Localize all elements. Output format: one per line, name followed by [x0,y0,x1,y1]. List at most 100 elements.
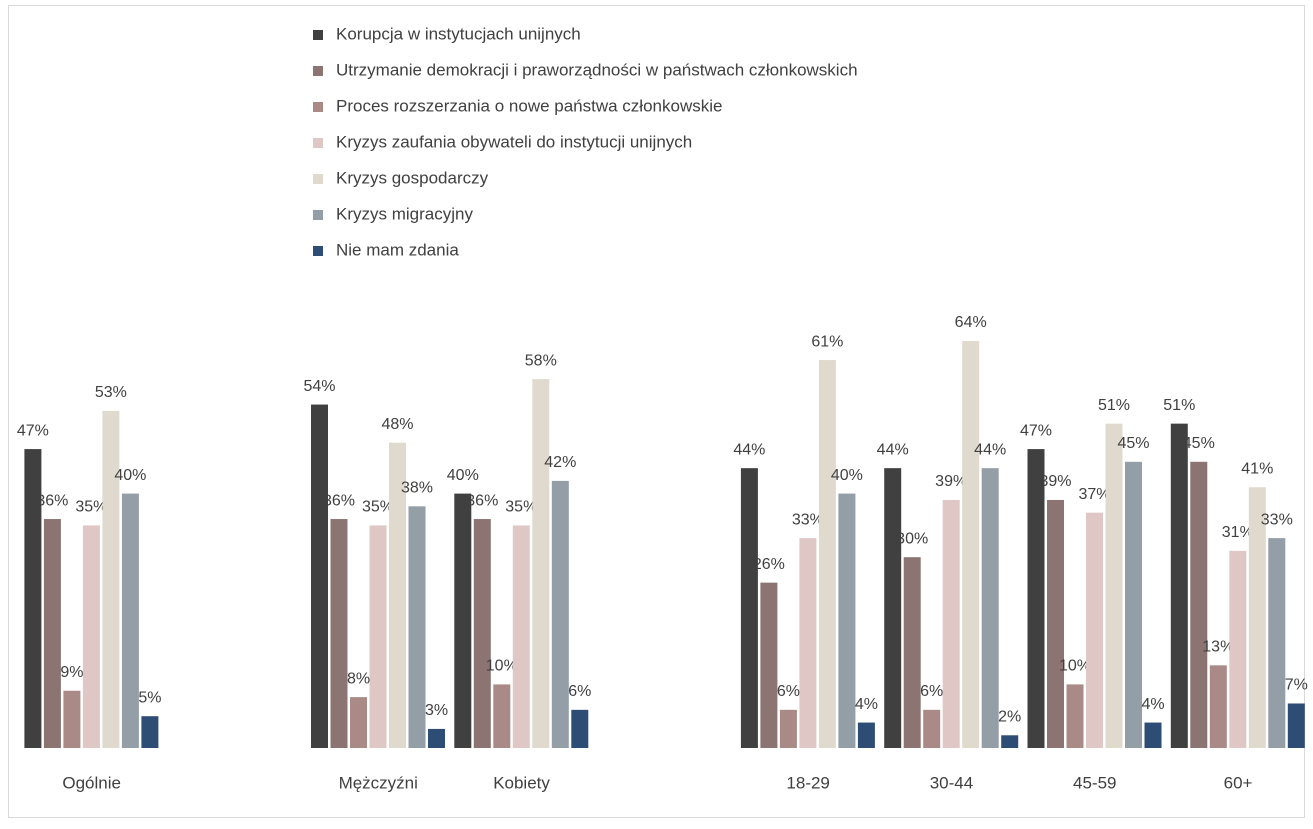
data-label: 5% [138,689,161,706]
bar [389,442,406,748]
bar [454,493,472,748]
data-label: 8% [347,670,370,687]
x-tick-label: Kobiety [493,773,550,792]
bar [1190,461,1208,748]
data-label: 47% [1020,422,1052,439]
data-label: 30% [896,530,928,547]
bar [799,538,817,748]
bar [962,340,980,748]
bar [141,716,159,748]
data-label: 40% [447,467,479,484]
data-label: 4% [855,696,878,713]
bar [311,404,328,748]
data-label: 45% [1183,435,1215,452]
legend-label: Utrzymanie demokracji i praworządności w… [336,60,858,79]
bar [571,709,589,748]
bar [1027,449,1045,748]
legend-swatch [313,66,323,76]
data-label: 54% [303,378,335,395]
legend-swatch [313,174,323,184]
bar [981,468,999,748]
legend-swatch [313,138,323,148]
bar [43,519,61,748]
bar [532,379,550,748]
bar [923,709,941,748]
bar [1001,735,1019,748]
x-tick-label: 18-29 [786,773,829,792]
data-label: 33% [792,511,824,528]
bar [942,499,960,748]
data-label: 3% [425,702,448,719]
data-label: 53% [95,384,127,401]
data-label: 13% [1202,639,1234,656]
bar [1086,512,1103,748]
data-label: 40% [831,467,863,484]
bar [473,519,491,748]
data-label: 26% [753,556,785,573]
data-label: 44% [974,441,1006,458]
bar [884,468,902,748]
data-label: 10% [1059,658,1091,675]
data-label: 41% [1241,460,1273,477]
bar [512,525,530,748]
bar [1229,550,1247,748]
bar [350,697,367,748]
legend-label: Kryzys gospodarczy [336,168,489,187]
data-label: 6% [568,683,591,700]
bar [1209,665,1227,748]
data-label: 40% [114,467,146,484]
data-label: 64% [955,314,987,331]
data-label: 10% [486,658,518,675]
data-label: 51% [1098,397,1130,414]
data-label: 39% [935,473,967,490]
data-label: 48% [381,416,413,433]
data-label: 51% [1163,397,1195,414]
bar [428,728,445,748]
data-label: 6% [777,683,800,700]
data-label: 9% [60,664,83,681]
bar [63,690,81,748]
bar [493,684,511,748]
bar [408,506,426,748]
bar [369,525,387,748]
bar [779,709,797,748]
bar [903,557,921,748]
legend-swatch [313,30,323,40]
data-label: 36% [466,492,498,509]
data-label: 44% [877,441,909,458]
data-label: 47% [17,422,49,439]
data-label: 4% [1141,696,1164,713]
legend-swatch [313,246,323,256]
bar [1105,423,1123,748]
x-tick-label: Mężczyźni [339,773,418,792]
bar [24,449,42,748]
x-tick-label: 30-44 [930,773,973,792]
data-label: 6% [920,683,943,700]
data-label: 36% [36,492,68,509]
bar [838,493,856,748]
bar [1170,423,1188,748]
legend-label: Nie mam zdania [336,240,459,259]
x-tick-label: Ogólnie [62,773,121,792]
data-label: 35% [75,499,107,516]
bar [1125,461,1142,748]
bar [102,410,120,748]
data-label: 38% [401,480,433,497]
bar [330,519,348,748]
bar [551,480,569,748]
data-label: 7% [1285,677,1308,694]
data-label: 2% [998,708,1021,725]
data-label: 44% [733,441,765,458]
bar [1287,703,1305,748]
legend-swatch [313,102,323,112]
data-label: 35% [362,499,394,516]
bar [121,493,139,748]
legend-label: Korupcja w instytucjach unijnych [336,24,581,43]
data-label: 58% [525,352,557,369]
x-tick-label: 60+ [1224,773,1253,792]
data-label: 37% [1078,486,1110,503]
bar [857,722,875,748]
bar [82,525,100,748]
bar [760,582,778,748]
data-label: 45% [1117,435,1149,452]
